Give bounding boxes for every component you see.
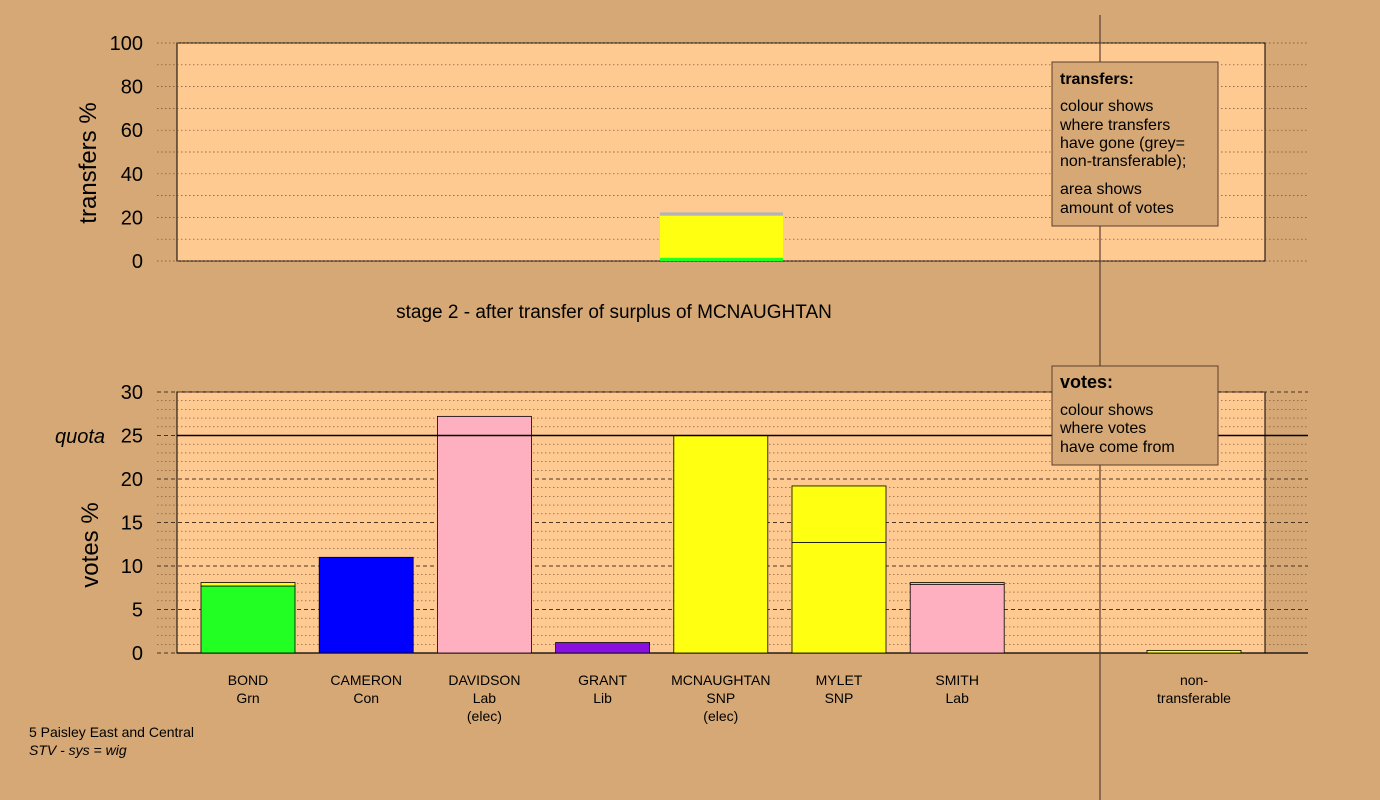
candidate-name: GRANT [578,672,627,688]
votes-y-ticks: 0 5 10 15 20 25 30 [121,382,143,665]
vote-bar-smith [909,583,1005,654]
transfers-tick-label: 40 [121,164,143,186]
votes-legend-line: have come from [1060,439,1175,456]
candidate-party: Lab [473,690,497,706]
candidate-note: (elec) [467,708,502,724]
candidate-name: CAMERON [330,672,402,688]
candidate-name: BOND [228,672,268,688]
vote-bar-bond-seg1 [200,582,296,587]
candidate-name: MYLET [816,672,863,688]
vote-bar-mylet-seg1 [791,485,887,543]
constituency-label: 5 Paisley East and Central [29,724,194,740]
vote-bar-mylet [791,542,887,654]
vote-bar-mcnaughtan [673,435,769,654]
votes-y-axis-label: votes % [77,502,104,587]
transfers-legend-line: area shows [1060,181,1142,198]
vote-bar-davidson [436,415,532,654]
transfers-legend-line: have gone (grey= [1060,135,1185,152]
candidate-name: MCNAUGHTAN [671,672,770,688]
votes-tick-label: 30 [121,382,143,404]
stage-title: stage 2 - after transfer of surplus of M… [396,302,832,323]
candidate-party: Grn [236,690,259,706]
transfers-tick-label: 80 [121,77,143,99]
votes-tick-label: 15 [121,513,143,535]
candidate-labels: BOND Grn CAMERON Con DAVIDSON Lab (elec) GRANT L… [228,672,1231,724]
transfers-legend-line: non-transferable); [1060,153,1186,170]
transfers-legend-title: transfers: [1060,71,1134,88]
nontransferable-label: transferable [1157,690,1231,706]
transfers-legend-line: colour shows [1060,98,1153,115]
transfers-tick-label: 0 [132,251,143,273]
votes-legend-line: where votes [1059,420,1146,437]
votes-tick-label: 5 [132,600,143,622]
nontransferable-label: non- [1180,672,1208,688]
votes-legend-line: colour shows [1060,402,1153,419]
transfers-y-axis-label: transfers % [75,102,102,223]
vote-bar-smith-seg1 [909,582,1005,585]
transfers-legend: transfers: colour shows where transfers … [1051,61,1219,227]
votes-bars [200,415,1242,654]
votes-tick-label: 20 [121,469,143,491]
transfers-bars [660,212,783,261]
votes-tick-label: 0 [132,643,143,665]
transfers-y-ticks: 0 20 40 60 80 100 [110,33,143,273]
transfer-segment-bond [660,257,783,261]
transfers-tick-label: 100 [110,33,143,55]
transfer-segment-mylet [660,215,783,258]
votes-legend-title: votes: [1060,372,1113,392]
votes-legend: votes: colour shows where votes have com… [1051,365,1219,466]
transfers-tick-label: 60 [121,120,143,142]
candidate-name: SMITH [935,672,979,688]
transfers-tick-label: 20 [121,207,143,229]
candidate-party: SNP [825,690,854,706]
candidate-party: Con [353,690,379,706]
votes-tick-label: 10 [121,556,143,578]
transfers-legend-line: amount of votes [1060,200,1174,217]
candidate-party: Lab [946,690,970,706]
candidate-note: (elec) [703,708,738,724]
candidate-party: SNP [706,690,735,706]
quota-label: quota [55,426,105,448]
vote-bar-nontransferable [1146,649,1242,654]
candidate-name: DAVIDSON [448,672,520,688]
votes-tick-label: 25 [121,426,143,448]
transfer-segment-non-transferable [660,212,783,216]
vote-bar-cameron [318,556,414,654]
system-label: STV - sys = wig [29,742,127,758]
transfers-legend-line: where transfers [1059,117,1170,134]
vote-bar-bond [200,585,296,654]
vote-bar-grant [555,642,650,654]
candidate-party: Lib [593,690,612,706]
